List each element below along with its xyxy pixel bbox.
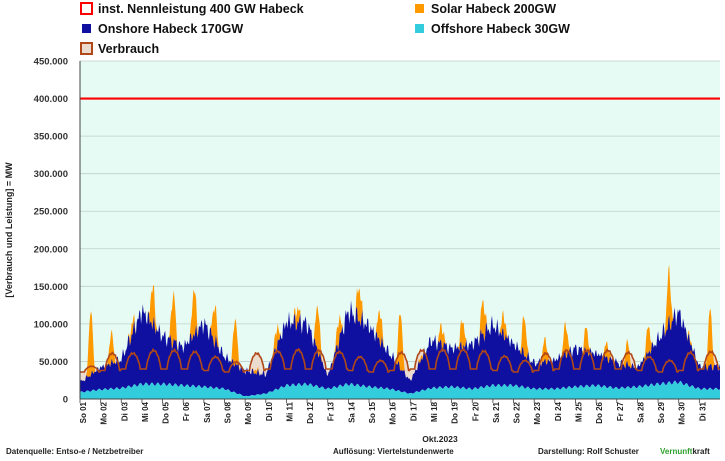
legend-offshore-marker [415, 24, 424, 33]
onshore-area [80, 300, 720, 397]
resolution-note: Auflösung: Viertelstundenwerte [333, 447, 454, 456]
x-tick-label: Mi 25 [574, 401, 583, 422]
x-tick-label: Sa 21 [492, 401, 501, 422]
legend-capacity-marker [80, 2, 93, 15]
x-tick-label: Sa 28 [636, 401, 645, 422]
x-tick-label: Di 03 [120, 401, 129, 421]
solar-area [80, 264, 720, 383]
x-tick-label: Di 17 [409, 401, 418, 421]
x-tick-label: Do 26 [595, 401, 604, 423]
offshore-area [80, 380, 720, 399]
x-tick-label: Mo 23 [533, 401, 542, 424]
y-tick-label: 0 [63, 395, 68, 406]
x-tick-label: Fr 27 [616, 401, 625, 421]
legend-onshore-marker [82, 24, 91, 33]
y-tick-label: 350.000 [34, 132, 68, 143]
x-tick-label: Do 12 [306, 401, 315, 423]
x-tick-label: Fr 13 [327, 401, 336, 421]
author-note: Darstellung: Rolf Schuster [538, 447, 639, 456]
brand-logo-text: Vernunftkraft [660, 447, 710, 456]
y-tick-label: 250.000 [34, 207, 68, 218]
y-tick-label: 450.000 [34, 57, 68, 68]
x-tick-label: Do 05 [162, 401, 171, 423]
y-tick-label: 300.000 [34, 169, 68, 180]
x-tick-label: So 22 [513, 401, 522, 423]
legend-onshore-label: Onshore Habeck 170GW [98, 22, 243, 36]
legend-consumption-marker [80, 42, 93, 55]
data-source-note: Datenquelle: Entso-e / Netzbetreiber [6, 447, 144, 456]
legend-solar-label: Solar Habeck 200GW [431, 2, 556, 16]
y-tick-label: 200.000 [34, 244, 68, 255]
legend-offshore-label: Offshore Habeck 30GW [431, 22, 570, 36]
y-tick-label: 50.000 [39, 357, 68, 368]
x-tick-label: Mo 09 [244, 401, 253, 424]
x-tick-label: So 01 [79, 401, 88, 423]
x-tick-label: Di 24 [554, 401, 563, 421]
x-tick-label: So 08 [224, 401, 233, 423]
legend-consumption-label: Verbrauch [98, 42, 159, 56]
y-tick-label: 400.000 [34, 94, 68, 105]
x-tick-label: Di 10 [265, 401, 274, 421]
x-tick-label: Mi 11 [285, 401, 294, 421]
y-axis-label: [Verbrauch und Leistung] = MW [4, 162, 14, 298]
x-tick-label: Mo 30 [678, 401, 687, 424]
x-axis-label: Okt.2023 [422, 434, 458, 444]
legend-capacity-label: inst. Nennleistung 400 GW Habeck [98, 2, 304, 16]
x-tick-label: Mo 16 [389, 401, 398, 424]
legend-solar-marker [415, 4, 424, 13]
y-tick-label: 100.000 [34, 319, 68, 330]
x-tick-label: Fr 06 [182, 401, 191, 421]
x-tick-label: Do 19 [451, 401, 460, 423]
consumption-line [80, 346, 720, 373]
x-tick-label: Di 31 [698, 401, 707, 421]
x-tick-label: Mi 18 [430, 401, 439, 422]
x-tick-label: Fr 20 [471, 401, 480, 421]
y-tick-label: 150.000 [34, 282, 68, 293]
x-tick-label: So 29 [657, 401, 666, 423]
x-tick-label: Sa 14 [347, 401, 356, 422]
x-tick-label: Mo 02 [100, 401, 109, 424]
x-tick-label: Mi 04 [141, 401, 150, 422]
x-tick-label: So 15 [368, 401, 377, 423]
x-tick-label: Sa 07 [203, 401, 212, 422]
